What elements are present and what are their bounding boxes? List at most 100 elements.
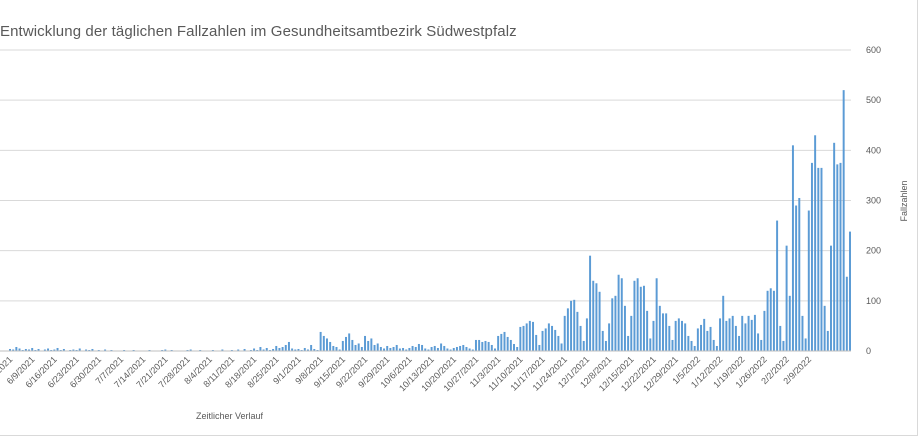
y-tick-label: 200 — [866, 246, 881, 256]
bar — [563, 315, 566, 351]
bar — [398, 348, 401, 351]
bar — [253, 348, 256, 351]
chart-title: Entwicklung der täglichen Fallzahlen im … — [0, 23, 517, 40]
bar — [360, 346, 363, 351]
bar — [601, 330, 604, 351]
bar — [281, 346, 284, 351]
bar — [712, 339, 715, 351]
bar — [237, 349, 240, 351]
bar — [557, 335, 560, 351]
bar — [275, 345, 278, 351]
bar — [354, 344, 357, 351]
bar — [801, 315, 804, 351]
bar — [500, 333, 503, 351]
bar — [519, 326, 522, 351]
bar — [842, 90, 845, 351]
bar — [560, 343, 563, 351]
bar — [449, 349, 452, 351]
bar — [769, 288, 772, 351]
bar — [332, 345, 335, 351]
bar — [592, 280, 595, 351]
bar — [633, 280, 636, 351]
bar — [532, 321, 535, 351]
bar — [525, 323, 528, 351]
bar — [646, 310, 649, 351]
bar — [696, 328, 699, 351]
y-tick-label: 100 — [866, 296, 881, 306]
bar — [807, 210, 810, 351]
bar — [78, 348, 81, 351]
bar — [297, 348, 300, 351]
bar — [395, 344, 398, 351]
bar — [481, 341, 484, 351]
bar — [541, 330, 544, 351]
bar — [265, 347, 268, 351]
bar — [757, 333, 760, 351]
bar — [28, 349, 31, 351]
bar — [795, 205, 798, 351]
bar — [639, 286, 642, 351]
bar — [189, 349, 192, 351]
bar — [62, 348, 65, 351]
bar — [345, 336, 347, 351]
bar — [18, 348, 21, 351]
bar — [522, 325, 525, 351]
bar — [47, 348, 50, 351]
bar — [814, 135, 817, 351]
bar — [497, 335, 500, 351]
bar — [551, 325, 554, 351]
bar — [443, 345, 446, 351]
bar — [306, 349, 309, 351]
bar — [706, 330, 709, 351]
bar — [367, 340, 370, 351]
bar — [830, 245, 832, 351]
bar — [772, 290, 775, 351]
bar — [763, 310, 766, 351]
bar — [570, 300, 573, 351]
bar — [839, 162, 842, 352]
bar — [791, 145, 794, 351]
bar — [287, 341, 290, 351]
bar — [585, 318, 588, 351]
bar — [747, 315, 750, 351]
y-tick-label: 400 — [866, 145, 881, 155]
bar — [826, 330, 829, 351]
bar — [373, 344, 376, 351]
bar — [734, 325, 737, 351]
bar — [294, 349, 297, 351]
bar — [91, 348, 94, 351]
bar — [582, 340, 585, 351]
bar — [53, 349, 56, 351]
bar — [243, 348, 246, 351]
bar — [684, 323, 687, 351]
bar — [303, 347, 306, 351]
bar — [817, 167, 820, 351]
bar — [506, 336, 509, 351]
y-tick-label: 500 — [866, 95, 881, 105]
bar — [417, 343, 420, 351]
bar — [804, 338, 807, 351]
bar — [750, 319, 753, 351]
bar — [608, 323, 611, 351]
bar — [760, 339, 763, 351]
bar — [700, 324, 703, 351]
bar — [427, 349, 430, 351]
bar — [411, 345, 414, 351]
bar — [424, 348, 427, 351]
bar — [319, 331, 322, 351]
y-axis: 0 100 200 300 400 500 600 — [866, 45, 881, 356]
bar — [798, 197, 801, 351]
bar — [12, 349, 15, 351]
bar — [595, 283, 598, 351]
bar — [56, 347, 59, 351]
bar — [284, 344, 287, 351]
bar — [627, 335, 630, 351]
bar — [335, 346, 338, 351]
bar — [386, 345, 389, 351]
bar — [604, 340, 607, 351]
bar — [513, 343, 515, 351]
bar — [690, 340, 693, 351]
bar — [494, 348, 496, 351]
bar — [516, 346, 519, 351]
bar — [741, 315, 744, 351]
